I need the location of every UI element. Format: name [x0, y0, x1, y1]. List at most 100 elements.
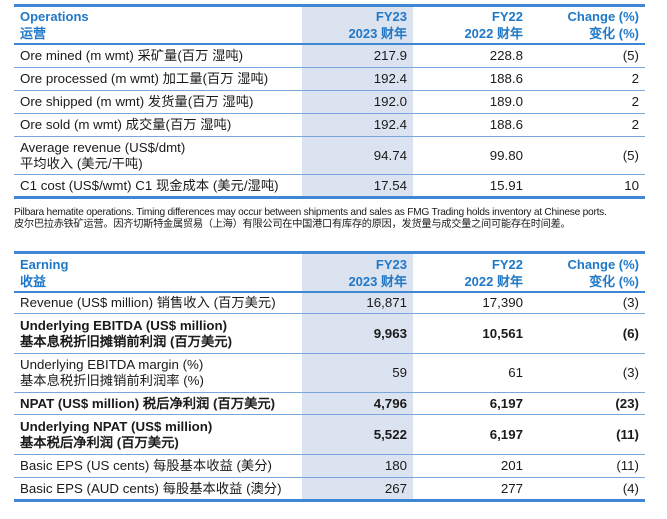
row-fy22: 228.8: [489, 48, 523, 63]
header-fy23: FY23 2023 财年: [302, 7, 413, 43]
row-label: Underlying EBITDA (US$ million) 基本息税折旧摊销…: [14, 314, 302, 353]
row-label: NPAT (US$ million) 税后净利润 (百万美元): [20, 395, 276, 411]
row-label-en: Underlying NPAT (US$ million): [20, 418, 213, 434]
row-label: Underlying NPAT (US$ million) 基本税后净利润 (百…: [14, 415, 302, 454]
operations-header-label: Operations 运营: [14, 7, 302, 43]
header-label-zh: 收益: [20, 273, 47, 289]
header-fy23: FY23 2023 财年: [302, 254, 413, 291]
table-row-ore-sold: Ore sold (m wmt) 成交量(百万 湿吨) 192.4 188.6 …: [14, 114, 645, 137]
row-fy23: 192.0: [373, 94, 407, 109]
row-fy23: 9,963: [373, 325, 407, 341]
table-row-ore-mined: Ore mined (m wmt) 采矿量(百万 湿吨) 217.9 228.8…: [14, 45, 645, 68]
row-change: (23): [615, 395, 639, 411]
fy23-column-shade: [302, 4, 413, 199]
footnote-zh: 皮尔巴拉赤铁矿运营。因齐切斯特金属贸易（上海）有限公司在中国港口有库存的原因，发…: [14, 219, 571, 230]
table-row-underlying-npat: Underlying NPAT (US$ million) 基本税后净利润 (百…: [14, 415, 645, 455]
row-label-en: Average revenue (US$/dmt): [20, 139, 186, 155]
footnote: Pilbara hematite operations. Timing diff…: [14, 207, 654, 231]
header-label-en: Earning: [20, 256, 69, 272]
row-fy23: 16,871: [366, 295, 407, 310]
row-label: Average revenue (US$/dmt) 平均收入 (美元/干吨): [14, 137, 302, 174]
row-label: Basic EPS (US cents) 每股基本收益 (美分): [20, 458, 272, 473]
row-label-zh: 基本息税折旧摊销前利润率 (%): [20, 373, 204, 388]
row-label: Revenue (US$ million) 销售收入 (百万美元): [20, 295, 276, 310]
row-label: Basic EPS (AUD cents) 每股基本收益 (澳分): [20, 480, 282, 496]
row-fy22: 17,390: [482, 295, 523, 310]
earning-header-row: Earning 收益 FY23 2023 财年 FY22 2022 财年 Cha…: [14, 251, 645, 293]
row-fy22: 6,197: [489, 426, 523, 442]
row-fy23: 180: [384, 458, 407, 473]
header-change-zh: 变化 (%): [589, 26, 639, 41]
row-change: (11): [616, 426, 639, 442]
row-change: 2: [631, 71, 639, 86]
header-fy22-zh: 2022 财年: [464, 273, 523, 289]
table-row-basic-eps-aud: Basic EPS (AUD cents) 每股基本收益 (澳分) 267 27…: [14, 478, 645, 502]
row-fy22: 99.80: [489, 147, 523, 163]
header-fy22-zh: 2022 财年: [464, 26, 523, 41]
row-fy23: 17.54: [373, 177, 407, 193]
header-change-zh: 变化 (%): [589, 273, 639, 289]
table-row-npat: NPAT (US$ million) 税后净利润 (百万美元) 4,796 6,…: [14, 393, 645, 415]
earning-table: Earning 收益 FY23 2023 财年 FY22 2022 财年 Cha…: [14, 251, 645, 502]
header-fy23-zh: 2023 财年: [348, 273, 407, 289]
row-fy23: 192.4: [373, 117, 407, 132]
row-fy22: 201: [500, 458, 523, 473]
row-fy23: 267: [384, 480, 407, 496]
row-fy22: 189.0: [489, 94, 523, 109]
row-label: Ore mined (m wmt) 采矿量(百万 湿吨): [20, 48, 244, 63]
row-change: (6): [622, 325, 639, 341]
row-fy22: 10,561: [482, 325, 523, 341]
earning-header-label: Earning 收益: [14, 254, 302, 291]
header-change: Change (%) 变化 (%): [530, 7, 645, 43]
row-change: 2: [631, 117, 639, 132]
header-fy22-en: FY22: [491, 256, 523, 272]
row-change: 2: [631, 94, 639, 109]
row-label: Ore sold (m wmt) 成交量(百万 湿吨): [20, 117, 232, 132]
header-fy23-zh: 2023 财年: [348, 26, 407, 41]
header-fy22: FY22 2022 财年: [413, 254, 530, 291]
table-row-underlying-ebitda: Underlying EBITDA (US$ million) 基本息税折旧摊销…: [14, 314, 645, 354]
header-fy22-en: FY22: [491, 9, 523, 24]
row-label-zh: 平均收入 (美元/干吨): [20, 155, 143, 171]
row-fy23: 4,796: [373, 395, 407, 411]
row-fy23: 192.4: [373, 71, 407, 86]
row-label: C1 cost (US$/wmt) C1 现金成本 (美元/湿吨): [20, 177, 279, 193]
row-fy22: 277: [500, 480, 523, 496]
header-fy22: FY22 2022 财年: [413, 7, 530, 43]
row-fy22: 188.6: [489, 71, 523, 86]
row-label: Ore shipped (m wmt) 发货量(百万 湿吨): [20, 94, 254, 109]
header-label-zh: 运营: [20, 26, 47, 41]
row-label-en: Underlying EBITDA (US$ million): [20, 317, 228, 333]
row-change: (3): [622, 295, 639, 310]
table-row-revenue: Revenue (US$ million) 销售收入 (百万美元) 16,871…: [14, 293, 645, 314]
operations-header-row: Operations 运营 FY23 2023 财年 FY22 2022 财年 …: [14, 4, 645, 45]
row-change: 10: [624, 177, 639, 193]
row-fy23: 59: [392, 365, 407, 380]
row-fy22: 61: [508, 365, 523, 380]
header-label-en: Operations: [20, 9, 89, 24]
row-change: (5): [622, 48, 639, 63]
row-fy23: 217.9: [373, 48, 407, 63]
header-fy23-en: FY23: [375, 9, 407, 24]
operations-table: Operations 运营 FY23 2023 财年 FY22 2022 财年 …: [14, 4, 645, 199]
header-fy23-en: FY23: [375, 256, 407, 272]
row-label-zh: 基本税后净利润 (百万美元): [20, 434, 179, 450]
table-row-ore-processed: Ore processed (m wmt) 加工量(百万 湿吨) 192.4 1…: [14, 68, 645, 91]
table-row-ore-shipped: Ore shipped (m wmt) 发货量(百万 湿吨) 192.0 189…: [14, 91, 645, 114]
row-label-zh: 基本息税折旧摊销前利润 (百万美元): [20, 333, 233, 349]
header-change-en: Change (%): [567, 256, 640, 272]
header-change-en: Change (%): [567, 9, 640, 24]
row-fy23: 94.74: [373, 147, 407, 163]
row-fy22: 6,197: [489, 395, 523, 411]
row-change: (4): [622, 480, 639, 496]
table-row-c1-cost: C1 cost (US$/wmt) C1 现金成本 (美元/湿吨) 17.54 …: [14, 175, 645, 199]
row-fy23: 5,522: [373, 426, 407, 442]
row-fy22: 188.6: [489, 117, 523, 132]
row-fy22: 15.91: [489, 177, 523, 193]
row-label: Underlying EBITDA margin (%) 基本息税折旧摊销前利润…: [14, 354, 302, 392]
footnote-en: Pilbara hematite operations. Timing diff…: [14, 207, 607, 218]
row-change: (5): [622, 147, 639, 163]
table-row-average-revenue: Average revenue (US$/dmt) 平均收入 (美元/干吨) 9…: [14, 137, 645, 175]
table-row-basic-eps-us: Basic EPS (US cents) 每股基本收益 (美分) 180 201…: [14, 455, 645, 478]
row-change: (3): [622, 365, 639, 380]
